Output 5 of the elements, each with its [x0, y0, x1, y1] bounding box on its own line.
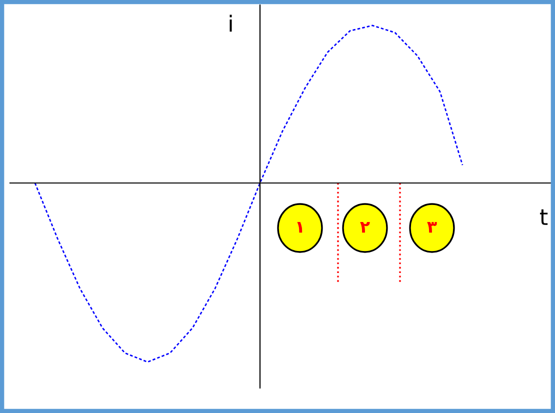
annotation: ٢ — [360, 222, 370, 233]
annotation: ٣ — [427, 222, 437, 233]
y-axis-title: i — [230, 14, 232, 32]
x-axis-title: t — [540, 209, 548, 225]
annotation: ١ — [297, 222, 302, 233]
